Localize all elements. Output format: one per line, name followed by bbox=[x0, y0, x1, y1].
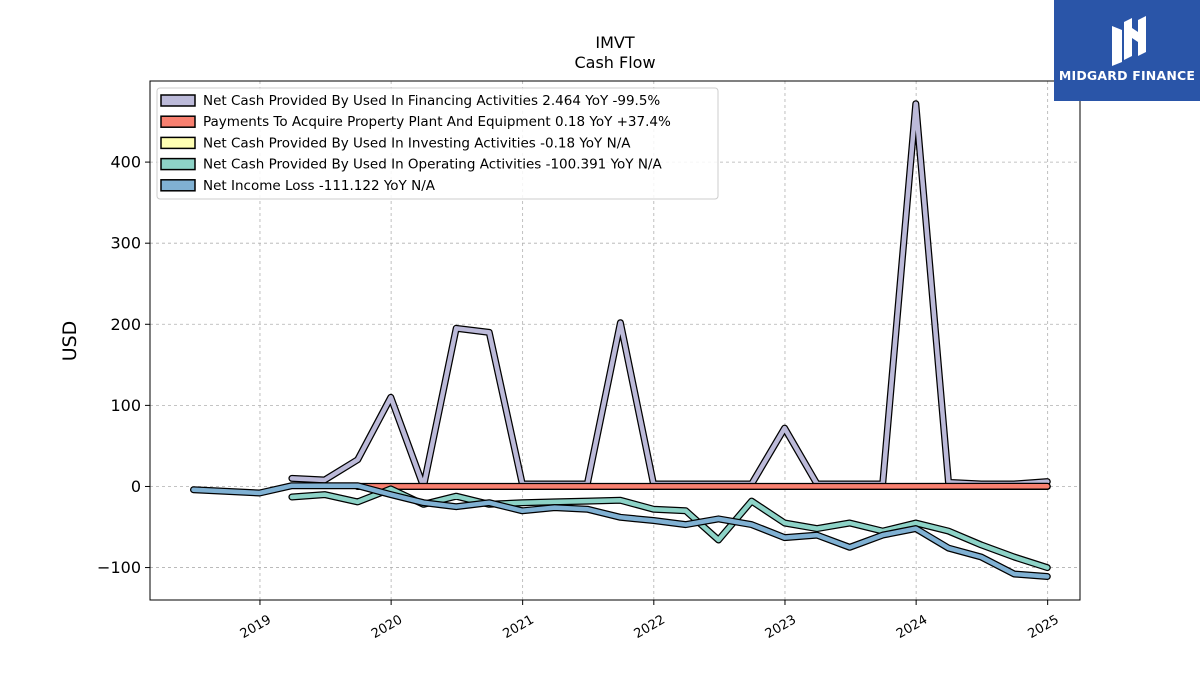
legend-label: Net Income Loss -111.122 YoY N/A bbox=[203, 178, 436, 194]
series-layer bbox=[190, 100, 1051, 580]
x-tick-label: 2023 bbox=[763, 612, 799, 642]
legend-swatch bbox=[160, 136, 196, 150]
x-tick-label: 2019 bbox=[238, 612, 274, 642]
legend-label: Net Cash Provided By Used In Operating A… bbox=[203, 157, 662, 173]
series-line bbox=[191, 483, 1050, 579]
x-tick-label: 2025 bbox=[1025, 612, 1061, 642]
legend-swatch bbox=[160, 157, 196, 171]
midgard-finance-logo: MIDGARD FINANCE bbox=[1054, 0, 1200, 101]
y-tick-label: 0 bbox=[131, 477, 141, 496]
legend-label: Payments To Acquire Property Plant And E… bbox=[203, 114, 671, 130]
legend-box bbox=[156, 87, 719, 200]
y-tick-label: 300 bbox=[110, 234, 141, 253]
y-tick-label: 400 bbox=[110, 153, 141, 172]
x-tick-label: 2024 bbox=[894, 612, 930, 642]
legend: Net Cash Provided By Used In Financing A… bbox=[156, 87, 719, 200]
legend-item: Net Cash Provided By Used In Operating A… bbox=[160, 157, 662, 173]
logo-text: MIDGARD FINANCE bbox=[1058, 68, 1196, 83]
y-axis-label: USD bbox=[59, 321, 81, 362]
chart-subtitle: Cash Flow bbox=[574, 53, 655, 72]
logo-mark-icon bbox=[1112, 16, 1146, 66]
legend-item: Net Cash Provided By Used In Investing A… bbox=[160, 135, 631, 151]
legend-label: Net Cash Provided By Used In Financing A… bbox=[203, 93, 660, 109]
x-tick-label: 2022 bbox=[632, 612, 668, 642]
legend-item: Net Income Loss -111.122 YoY N/A bbox=[160, 178, 436, 194]
legend-swatch bbox=[160, 179, 196, 192]
legend-swatch bbox=[160, 94, 196, 107]
legend-item: Net Cash Provided By Used In Financing A… bbox=[160, 93, 660, 109]
y-tick-label: −100 bbox=[97, 558, 141, 577]
legend-swatch bbox=[160, 115, 196, 128]
legend-item: Payments To Acquire Property Plant And E… bbox=[160, 114, 671, 130]
x-tick-label: 2021 bbox=[500, 612, 536, 642]
y-axis: −100 0 100 200 300 400 bbox=[97, 153, 150, 577]
legend-label: Net Cash Provided By Used In Investing A… bbox=[203, 135, 631, 151]
y-tick-label: 200 bbox=[110, 315, 141, 334]
x-tick-label: 2020 bbox=[369, 612, 405, 642]
chart-title: IMVT bbox=[595, 33, 634, 52]
series-5 bbox=[190, 482, 1051, 580]
y-tick-label: 100 bbox=[110, 396, 141, 415]
plot-frame bbox=[149, 80, 1081, 601]
x-axis: 2019 2020 2021 2022 2023 2024 2025 bbox=[238, 600, 1062, 642]
